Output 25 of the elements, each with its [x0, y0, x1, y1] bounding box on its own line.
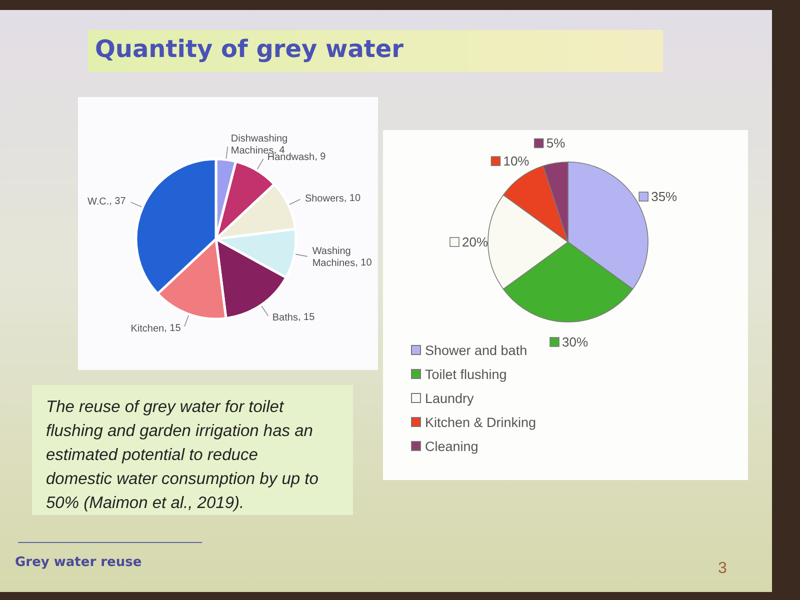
legend-label: Toilet flushing [425, 366, 507, 382]
data-label: , 15 [164, 322, 182, 334]
data-label: 10% [503, 154, 530, 169]
chart-title: Quantity of grey water [95, 35, 404, 63]
data-label: 30% [562, 334, 588, 350]
data-label: , 37 [109, 196, 126, 207]
slice-label: W.C. [87, 196, 110, 207]
slice-label: Showers [304, 193, 344, 204]
data-label: 5% [546, 136, 566, 151]
legend-label: Kitchen & Drinking [425, 414, 536, 430]
legend-label: Cleaning [425, 438, 478, 454]
data-label: , 15 [298, 312, 316, 324]
text: The reuse of grey water for toilet flushing and garden irrigation has an estimated potential to reduce domestic water consumption by up to 50% (Maimon et al., 2019). [32, 385, 353, 515]
data-label: , 10 [355, 257, 372, 268]
legend-label: Shower and bath [425, 342, 528, 358]
text: Grey water reuse [15, 555, 142, 570]
slice-label: Kitchen [130, 322, 164, 334]
data-label: , 10 [344, 193, 361, 204]
slice-label: Baths [272, 312, 298, 324]
legend-label: Laundry [425, 390, 474, 406]
text: 3 [718, 560, 727, 578]
data-label: 20% [462, 234, 488, 250]
data-label: , 9 [314, 152, 326, 163]
data-label: 35% [651, 189, 678, 204]
slice-label: Washing Machines [312, 245, 356, 268]
